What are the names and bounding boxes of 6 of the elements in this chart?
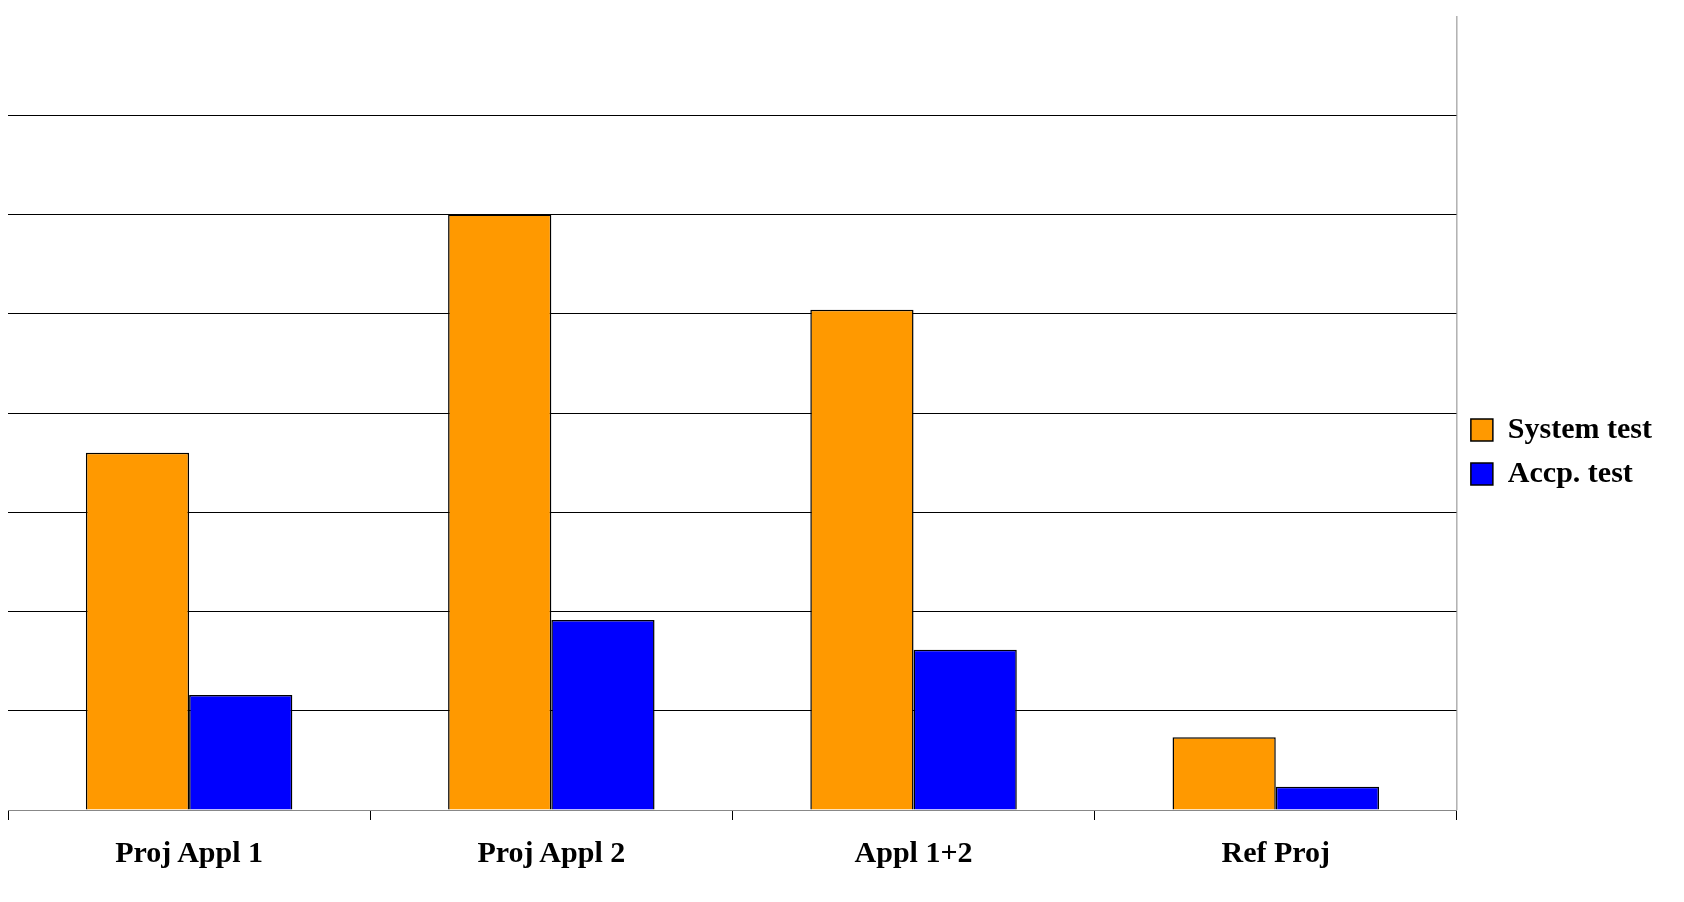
legend-label: Accp. test	[1507, 454, 1633, 488]
x-tick-label: Proj Appl 1	[115, 834, 264, 868]
legend-label: System test	[1507, 410, 1653, 444]
x-tick-label: Proj Appl 2	[477, 834, 626, 868]
x-tick-label: Appl 1+2	[854, 834, 973, 868]
x-tick-label: Ref Proj	[1221, 834, 1331, 868]
